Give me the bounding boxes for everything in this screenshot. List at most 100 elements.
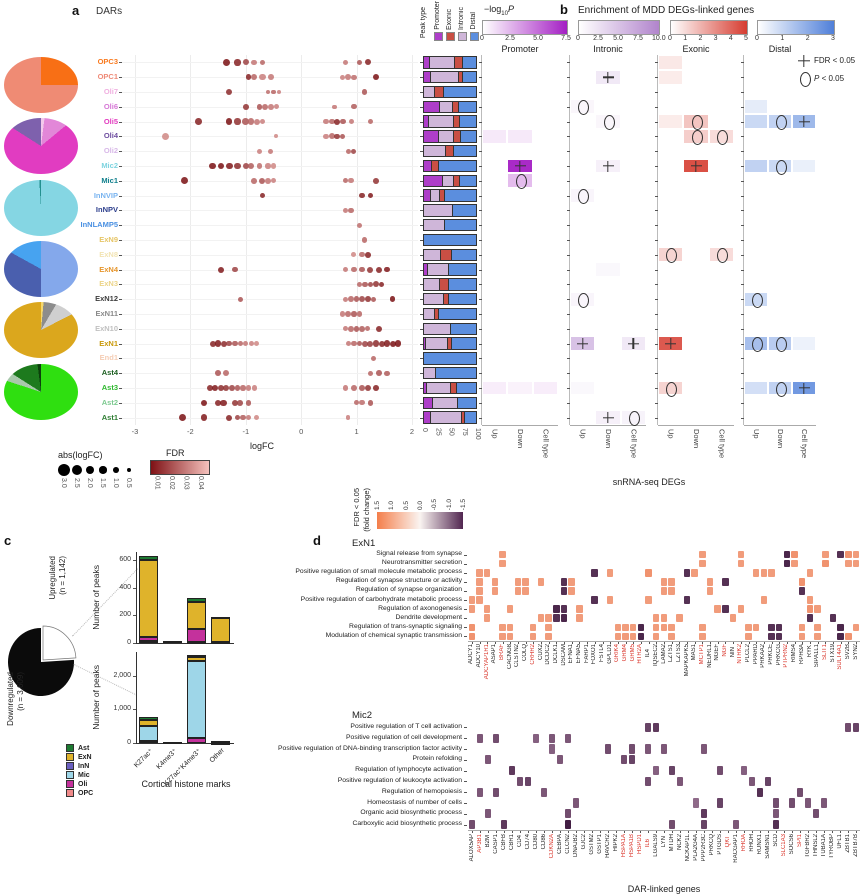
- heatmap-cell: [514, 587, 522, 595]
- peaktype-segment: [459, 130, 477, 143]
- logfc-dot: [215, 370, 221, 377]
- heatmap-cell: [791, 550, 798, 559]
- heatmap-cell: [799, 632, 806, 641]
- pie-connector-line: [72, 568, 139, 637]
- heatmap-cell: [699, 550, 706, 559]
- gene-tick: [552, 831, 553, 833]
- heatmap-cell: [760, 596, 768, 604]
- bar-axis-left: [136, 552, 137, 643]
- bar-row-tick: [420, 417, 423, 419]
- y-tick: [133, 709, 136, 711]
- heatmap-cell: [852, 722, 860, 733]
- gene-label-cdkn2a: CDKN2A: [548, 834, 555, 859]
- row-tick: [119, 417, 122, 419]
- gene-label-slit1: SLIT1: [821, 644, 828, 661]
- row-tick: [119, 121, 122, 123]
- heatmap-cell: [691, 568, 698, 577]
- heatmap-cell: [775, 623, 783, 632]
- gene-label-wrap: PRKCG: [776, 644, 782, 670]
- vtext-wrap: Upregulated: [48, 556, 57, 642]
- bar-segment-ast: [211, 616, 230, 619]
- column-label-down: Down: [604, 429, 613, 449]
- colorbar-intronic: [578, 20, 660, 35]
- heatmap-cell: [829, 614, 837, 623]
- x-tick-label: -2: [187, 427, 194, 436]
- gene-label-lzts3: LZTS3: [675, 644, 682, 663]
- heatmap-cell: [799, 623, 806, 632]
- colorbar-tick-label: 4: [728, 35, 733, 42]
- bar-row-tick: [420, 299, 423, 301]
- size-legend-dot: [113, 467, 119, 473]
- gene-tick: [584, 831, 585, 833]
- go-term-tick: [464, 581, 467, 583]
- heatmap-cell: [752, 568, 760, 577]
- gene-label-wrap: HSPD1: [637, 834, 643, 859]
- go-term-label: Regulation of lymphocyte activation: [355, 766, 462, 774]
- gene-label-dnajb2: DNAJB2: [572, 834, 579, 858]
- heatmap-cell: [545, 623, 552, 632]
- heatmap-cell: [644, 776, 652, 787]
- gene-label-runx1: RUNX1: [756, 834, 763, 855]
- logfc-dot: [359, 325, 365, 332]
- heatmap-cell: [756, 787, 764, 797]
- logfc-dot: [348, 178, 354, 184]
- subpanel-row-tick: [741, 358, 744, 360]
- gene-label-wrap: GRM5: [630, 644, 636, 666]
- subpanel-row-tick: [567, 180, 570, 182]
- fdr-significant-marker: [799, 116, 810, 127]
- logfc-dot: [323, 133, 329, 140]
- logfc-dot: [245, 414, 252, 421]
- heatmap-cell: [476, 568, 483, 577]
- subpanel-row-tick: [567, 254, 570, 256]
- gene-label-crhr2: CRHR2: [529, 644, 536, 665]
- gene-tick: [810, 642, 812, 644]
- logfc-dot: [265, 163, 271, 169]
- fold-change-colorbar: [377, 512, 463, 529]
- subpanel-row-tick: [741, 106, 744, 108]
- peaktype-bar-oli6: [423, 100, 477, 113]
- go-term-label: Positive regulation of T cell activation: [350, 722, 462, 730]
- bar-row-tick: [420, 166, 423, 167]
- y-axis-title: Number of peaks: [91, 665, 101, 730]
- gene-label-cd4: CD4: [516, 834, 523, 847]
- logfc-dot: [351, 74, 357, 80]
- gene-label-wrap: MAS1: [691, 644, 697, 665]
- logfc-dot: [251, 385, 257, 391]
- logfc-dot: [201, 399, 208, 406]
- go-term-label: Signal release from synapse: [376, 550, 462, 558]
- fdr-tick-label: 0.03: [182, 476, 190, 490]
- subpanel-row-tick: [479, 388, 482, 389]
- gene-label-wrap: LZTS3: [676, 644, 682, 667]
- gridline-horizontal: [122, 195, 418, 197]
- logfc-dot: [364, 384, 371, 391]
- gene-label-grm4: GRM4: [622, 644, 629, 662]
- fold-change-tick-wrap: 0.0: [416, 484, 425, 510]
- logfc-dot: [245, 399, 252, 406]
- subpanel-row-tick: [655, 269, 658, 271]
- gene-label-syn2: SYN2: [852, 644, 859, 660]
- heatmap-cell: [660, 578, 668, 586]
- column-label-up: Up: [490, 429, 500, 439]
- gene-label-wrap: NGEF: [714, 644, 720, 666]
- go-term-tick: [464, 813, 467, 815]
- gene-label-ptprn2: PTPRN2: [783, 644, 790, 668]
- gene-label-farp1: FARP1: [583, 644, 590, 664]
- cell-type-label-opc3: OPC3: [97, 57, 118, 67]
- p-significant-marker: [578, 189, 590, 205]
- gene-label-gjc2: GJC2: [580, 834, 587, 850]
- colorbar-promoter: [482, 20, 568, 35]
- gene-label-wrap: HIPK2: [613, 834, 619, 856]
- gene-tick: [833, 642, 835, 644]
- fold-change-colorbar-title: (fold change): [362, 488, 371, 532]
- logfc-dot: [353, 400, 360, 406]
- fold-change-tick-wrap: 0.5: [402, 484, 411, 510]
- gene-label-clcn2: CLCN2: [564, 834, 571, 854]
- pie-slice-upregulated: [42, 625, 77, 661]
- fdr-significant-marker: [691, 161, 702, 172]
- gene-label-wrap: DNAJB2: [573, 834, 579, 862]
- heatmap-cell: [676, 776, 684, 787]
- pie-slice-downregulated: [7, 628, 74, 696]
- gene-label-dclk1: DCLK1: [552, 644, 559, 664]
- peaktype-bar-end1: [423, 352, 477, 365]
- gene-label-ngef: NGEF: [714, 644, 721, 661]
